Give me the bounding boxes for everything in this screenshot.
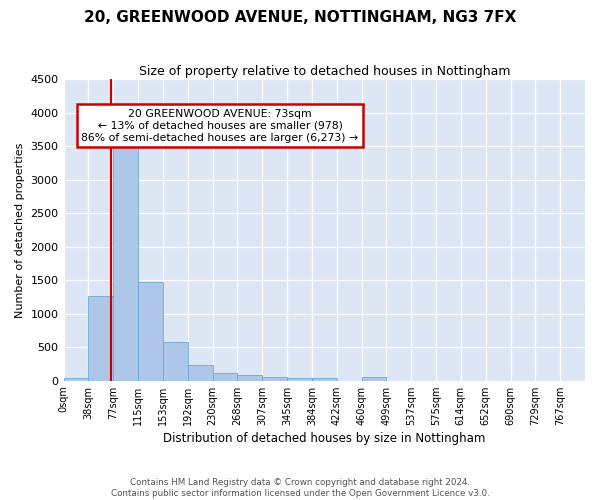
Bar bbox=[138, 282, 163, 380]
Bar bbox=[212, 373, 238, 380]
Text: Contains HM Land Registry data © Crown copyright and database right 2024.
Contai: Contains HM Land Registry data © Crown c… bbox=[110, 478, 490, 498]
Bar bbox=[113, 146, 138, 380]
X-axis label: Distribution of detached houses by size in Nottingham: Distribution of detached houses by size … bbox=[163, 432, 485, 445]
Bar bbox=[64, 378, 88, 380]
Bar bbox=[88, 296, 113, 380]
Bar bbox=[238, 376, 262, 380]
Title: Size of property relative to detached houses in Nottingham: Size of property relative to detached ho… bbox=[139, 65, 510, 78]
Text: 20 GREENWOOD AVENUE: 73sqm
← 13% of detached houses are smaller (978)
86% of sem: 20 GREENWOOD AVENUE: 73sqm ← 13% of deta… bbox=[82, 110, 359, 142]
Bar bbox=[188, 364, 212, 380]
Bar bbox=[312, 378, 337, 380]
Bar bbox=[163, 342, 188, 380]
Y-axis label: Number of detached properties: Number of detached properties bbox=[15, 142, 25, 318]
Bar bbox=[362, 377, 386, 380]
Bar bbox=[262, 377, 287, 380]
Text: 20, GREENWOOD AVENUE, NOTTINGHAM, NG3 7FX: 20, GREENWOOD AVENUE, NOTTINGHAM, NG3 7F… bbox=[84, 10, 516, 25]
Bar bbox=[287, 378, 312, 380]
